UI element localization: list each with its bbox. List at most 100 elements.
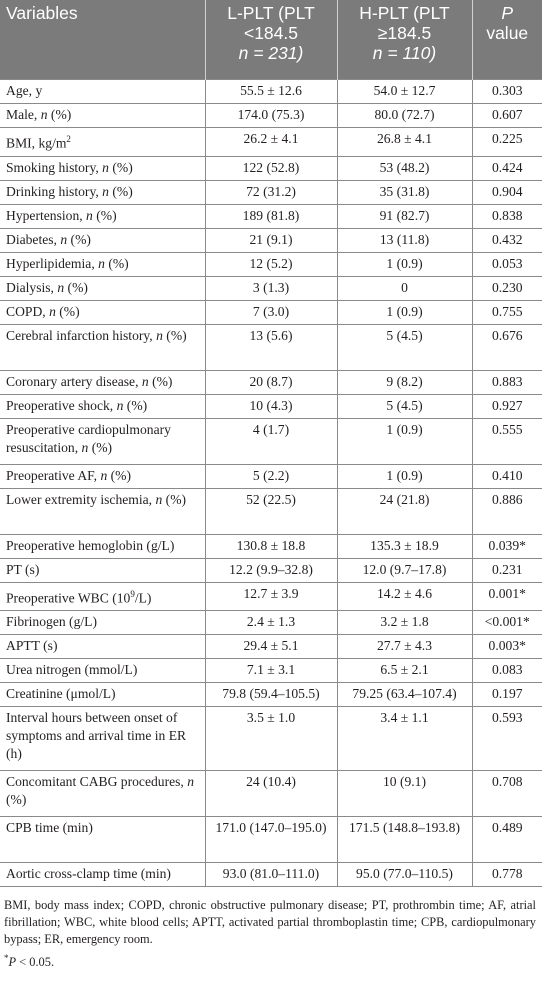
header-l-plt: L-PLT (PLT <184.5 n = 231) — [205, 0, 338, 80]
cell-l-plt: 26.2 ± 4.1 — [205, 127, 338, 157]
row-label: BMI, kg/m2 — [0, 127, 206, 157]
table-row: Hyperlipidemia, n (%) 12 (5.2) 1 (0.9) 0.05… — [0, 251, 542, 277]
row-label: Preoperative hemoglobin (g/L) — [0, 533, 206, 559]
cell-h-plt: 26.8 ± 4.1 — [337, 127, 473, 157]
cell-h-plt: 3.4 ± 1.1 — [337, 706, 473, 771]
cell-l-plt: 174.0 (75.3) — [205, 103, 338, 128]
row-label: Interval hours between onset of symptoms… — [0, 706, 206, 771]
cell-h-plt: 0 — [337, 275, 473, 301]
cell-l-plt: 79.8 (59.4–105.5) — [205, 682, 338, 707]
cell-l-plt: 12.2 (9.9–32.8) — [205, 557, 338, 583]
row-label: Cerebral infarction history, n (%) — [0, 323, 206, 371]
cell-p-value: 0.053 — [472, 251, 542, 277]
row-label: Concomitant CABG procedures, n (%) — [0, 770, 206, 817]
cell-l-plt: 122 (52.8) — [205, 155, 338, 181]
cell-l-plt: 12.7 ± 3.9 — [205, 581, 338, 611]
cell-h-plt: 10 (9.1) — [337, 770, 473, 817]
cell-l-plt: 5 (2.2) — [205, 463, 338, 489]
row-label: Diabetes, n (%) — [0, 227, 206, 253]
cell-h-plt: 80.0 (72.7) — [337, 103, 473, 128]
cell-p-value: 0.778 — [472, 862, 542, 888]
row-label: Aortic cross-clamp time (min) — [0, 862, 206, 888]
cell-l-plt: 7 (3.0) — [205, 299, 338, 325]
cell-p-value: <0.001* — [472, 610, 542, 635]
table-row: Male, n (%) 174.0 (75.3) 80.0 (72.7) 0.607 — [0, 103, 542, 128]
row-label: Lower extremity ischemia, n (%) — [0, 487, 206, 535]
cell-l-plt: 10 (4.3) — [205, 393, 338, 419]
table-row: Cerebral infarction history, n (%) 13 (5.… — [0, 323, 542, 371]
table-row: PT (s) 12.2 (9.9–32.8) 12.0 (9.7–17.8) 0.23… — [0, 557, 542, 583]
table-row: COPD, n (%) 7 (3.0) 1 (0.9) 0.755 — [0, 299, 542, 325]
row-label: Drinking history, n (%) — [0, 179, 206, 205]
cell-p-value: 0.708 — [472, 770, 542, 817]
cell-h-plt: 54.0 ± 12.7 — [337, 79, 473, 104]
table-row: Interval hours between onset of symptoms… — [0, 706, 542, 771]
table-row: Preoperative shock, n (%) 10 (4.3) 5 (4.5)… — [0, 393, 542, 419]
cell-l-plt: 12 (5.2) — [205, 251, 338, 277]
cell-p-value: 0.230 — [472, 275, 542, 301]
cell-h-plt: 6.5 ± 2.1 — [337, 658, 473, 683]
cell-l-plt: 7.1 ± 3.1 — [205, 658, 338, 683]
cell-h-plt: 1 (0.9) — [337, 463, 473, 489]
cell-h-plt: 35 (31.8) — [337, 179, 473, 205]
cell-h-plt: 5 (4.5) — [337, 393, 473, 419]
cell-l-plt: 189 (81.8) — [205, 203, 338, 229]
table-row: Preoperative hemoglobin (g/L) 130.8 ± 18.… — [0, 533, 542, 559]
cell-h-plt: 24 (21.8) — [337, 487, 473, 535]
cell-h-plt: 1 (0.9) — [337, 251, 473, 277]
cell-h-plt: 53 (48.2) — [337, 155, 473, 181]
cell-h-plt: 171.5 (148.8–193.8) — [337, 816, 473, 863]
table-row: Hypertension, n (%) 189 (81.8) 91 (82.7) 0.… — [0, 203, 542, 229]
header-h-plt-n: n = 110) — [372, 43, 437, 63]
cell-p-value: 0.039* — [472, 533, 542, 559]
cell-p-value: 0.083 — [472, 658, 542, 683]
row-label: COPD, n (%) — [0, 299, 206, 325]
row-label: Preoperative AF, n (%) — [0, 463, 206, 489]
table-row: CPB time (min) 171.0 (147.0–195.0) 171.5 (… — [0, 816, 542, 863]
cell-l-plt: 13 (5.6) — [205, 323, 338, 371]
row-label: Dialysis, n (%) — [0, 275, 206, 301]
cell-p-value: 0.838 — [472, 203, 542, 229]
baseline-characteristics-table: Variables L-PLT (PLT <184.5 n = 231) H-PLT… — [0, 0, 542, 888]
cell-l-plt: 93.0 (81.0–111.0) — [205, 862, 338, 888]
cell-h-plt: 5 (4.5) — [337, 323, 473, 371]
row-label: Preoperative cardiopulmonary resuscitati… — [0, 417, 206, 465]
row-label: Preoperative WBC (109/L) — [0, 581, 206, 611]
cell-h-plt: 27.7 ± 4.3 — [337, 634, 473, 659]
row-label: Fibrinogen (g/L) — [0, 610, 206, 635]
cell-l-plt: 2.4 ± 1.3 — [205, 610, 338, 635]
table-row: Smoking history, n (%) 122 (52.8) 53 (48.2… — [0, 155, 542, 181]
table-row: Preoperative cardiopulmonary resuscitati… — [0, 417, 542, 465]
row-label: Creatinine (μmol/L) — [0, 682, 206, 707]
header-h-plt: H-PLT (PLT ≥184.5 n = 110) — [337, 0, 473, 80]
cell-p-value: 0.755 — [472, 299, 542, 325]
table-footnote: BMI, body mass index; COPD, chronic obst… — [4, 898, 536, 947]
cell-h-plt: 1 (0.9) — [337, 299, 473, 325]
row-label: Coronary artery disease, n (%) — [0, 369, 206, 395]
table-row: BMI, kg/m2 26.2 ± 4.1 26.8 ± 4.1 0.225 — [0, 127, 542, 157]
cell-p-value: 0.904 — [472, 179, 542, 205]
cell-p-value: 0.607 — [472, 103, 542, 128]
cell-p-value: 0.410 — [472, 463, 542, 489]
table-row: Preoperative AF, n (%) 5 (2.2) 1 (0.9) 0.41… — [0, 463, 542, 489]
table-row: Preoperative WBC (109/L) 12.7 ± 3.9 14.2 ±… — [0, 581, 542, 611]
significance-note: *P < 0.05. — [0, 948, 542, 971]
table-row: Fibrinogen (g/L) 2.4 ± 1.3 3.2 ± 1.8 <0.001… — [0, 610, 542, 635]
cell-h-plt: 135.3 ± 18.9 — [337, 533, 473, 559]
cell-p-value: 0.432 — [472, 227, 542, 253]
row-label: Preoperative shock, n (%) — [0, 393, 206, 419]
cell-l-plt: 29.4 ± 5.1 — [205, 634, 338, 659]
cell-l-plt: 24 (10.4) — [205, 770, 338, 817]
cell-l-plt: 21 (9.1) — [205, 227, 338, 253]
cell-p-value: 0.555 — [472, 417, 542, 465]
table-row: APTT (s) 29.4 ± 5.1 27.7 ± 4.3 0.003* — [0, 634, 542, 659]
cell-l-plt: 20 (8.7) — [205, 369, 338, 395]
cell-p-value: 0.303 — [472, 79, 542, 104]
row-label: Hyperlipidemia, n (%) — [0, 251, 206, 277]
table-row: Drinking history, n (%) 72 (31.2) 35 (31.8… — [0, 179, 542, 205]
cell-p-value: 0.003* — [472, 634, 542, 659]
cell-h-plt: 14.2 ± 4.6 — [337, 581, 473, 611]
cell-h-plt: 95.0 (77.0–110.5) — [337, 862, 473, 888]
cell-l-plt: 171.0 (147.0–195.0) — [205, 816, 338, 863]
cell-l-plt: 52 (22.5) — [205, 487, 338, 535]
